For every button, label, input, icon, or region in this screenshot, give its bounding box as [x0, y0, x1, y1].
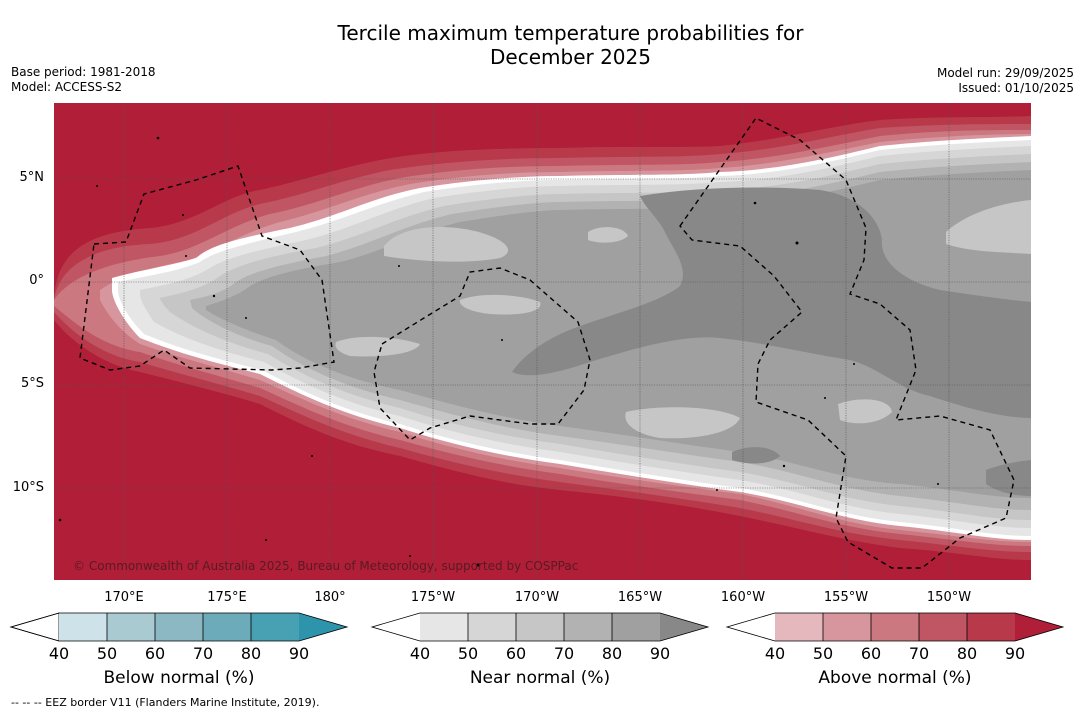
colorbar-segment: [420, 613, 468, 641]
lat-label: 5°N: [19, 170, 45, 185]
colorbar-dividers: [106, 613, 968, 641]
colorbar-segment: [919, 613, 967, 641]
lon-label: 170°E: [104, 590, 144, 605]
colorbar-tick: 60: [144, 644, 166, 663]
colorbar-tick: 80: [601, 644, 623, 663]
colorbar-tick: 40: [48, 644, 70, 663]
colorbar-tick: 50: [812, 644, 834, 663]
colorbar-tick: 40: [764, 644, 786, 663]
meta-left: Base period: 1981-2018 Model: ACCESS-S2: [11, 65, 156, 95]
probability-map: [54, 103, 1031, 580]
lon-label: 160°W: [720, 590, 766, 605]
colorbar-title-below: Below normal (%): [103, 668, 255, 688]
colorbar-tick: 80: [240, 644, 262, 663]
colorbar-tick: 90: [288, 644, 310, 663]
model-name: Model: ACCESS-S2: [11, 80, 123, 94]
colorbar-tick: 70: [553, 644, 575, 663]
colorbar-segment: [372, 613, 420, 641]
base-period: Base period: 1981-2018: [11, 65, 156, 79]
near-normal-patch: [625, 407, 740, 439]
near-normal-patch: [588, 227, 628, 243]
copyright-notice: © Commonwealth of Australia 2025, Bureau…: [73, 559, 579, 573]
colorbar-tick: 70: [192, 644, 214, 663]
colorbar-segment: [775, 613, 823, 641]
colorbar-tick: 70: [908, 644, 930, 663]
colorbar-segment: [612, 613, 660, 641]
lat-label: 0°: [29, 273, 44, 288]
lon-label: 175°E: [207, 590, 247, 605]
lon-label: 165°W: [617, 590, 663, 605]
lon-label: 150°W: [926, 590, 972, 605]
colorbar-near-normal: [370, 612, 710, 642]
lon-label: 170°W: [514, 590, 560, 605]
colorbar-segment: [9, 612, 60, 642]
colorbar-tick: 50: [457, 644, 479, 663]
colorbar-segment: [727, 613, 775, 641]
eez-footnote: -- -- -- EEZ border V11 (Flanders Marine…: [11, 696, 320, 709]
colorbar-segment: [1015, 613, 1063, 641]
colorbar-segment: [251, 613, 299, 641]
colorbar-segment: [516, 613, 564, 641]
near-normal-patch: [838, 399, 892, 424]
lon-label: 180°: [314, 590, 346, 605]
colorbar-segment: [107, 613, 155, 641]
colorbar-title-above: Above normal (%): [818, 668, 972, 688]
model-run: Model run: 29/09/2025: [936, 66, 1074, 80]
colorbar-tick: 60: [860, 644, 882, 663]
colorbar-tick: 80: [956, 644, 978, 663]
colorbar-segment: [468, 613, 516, 641]
near-normal-90-region: [732, 447, 780, 464]
lat-label: 10°S: [12, 480, 44, 495]
colorbar-tick: 60: [505, 644, 527, 663]
eez-borders: [79, 117, 1015, 569]
near-normal-90-region: [512, 187, 1031, 418]
near-normal-90-region: [986, 460, 1031, 496]
colorbar-segment: [59, 613, 107, 641]
graticule: [54, 103, 1031, 580]
islands: [58, 136, 939, 567]
lon-label: 175°W: [410, 590, 456, 605]
colorbar-segment: [871, 613, 919, 641]
colorbar-segment: [203, 613, 251, 641]
title-line-1: Tercile maximum temperature probabilitie…: [337, 21, 804, 45]
colorbar-tick: 40: [409, 644, 431, 663]
title-line-2: December 2025: [490, 45, 651, 69]
map-title: Tercile maximum temperature probabilitie…: [0, 21, 1085, 69]
lon-label: 155°W: [823, 590, 869, 605]
meta-right: Model run: 29/09/2025 Issued: 01/10/2025: [937, 66, 1074, 96]
lat-label: 5°S: [20, 376, 44, 391]
colorbar-title-near: Near normal (%): [469, 668, 611, 688]
colorbar-below-normal: [9, 612, 349, 642]
near-normal-patch: [946, 200, 1031, 254]
colorbar-above-normal: [725, 612, 1065, 642]
near-normal-patch: [459, 294, 541, 315]
issued-date: Issued: 01/10/2025: [958, 81, 1074, 95]
near-normal-patch: [384, 227, 509, 262]
colorbar-segment: [660, 613, 708, 641]
colorbar-tick: 90: [649, 644, 671, 663]
colorbar-segment: [823, 613, 871, 641]
colorbar-segment: [155, 613, 203, 641]
colorbar-segment: [564, 613, 612, 641]
colorbar-segment: [299, 613, 347, 641]
near-normal-patch: [335, 336, 420, 357]
colorbar-segment: [967, 613, 1015, 641]
colorbar-tick: 90: [1004, 644, 1026, 663]
colorbar-tick: 50: [96, 644, 118, 663]
